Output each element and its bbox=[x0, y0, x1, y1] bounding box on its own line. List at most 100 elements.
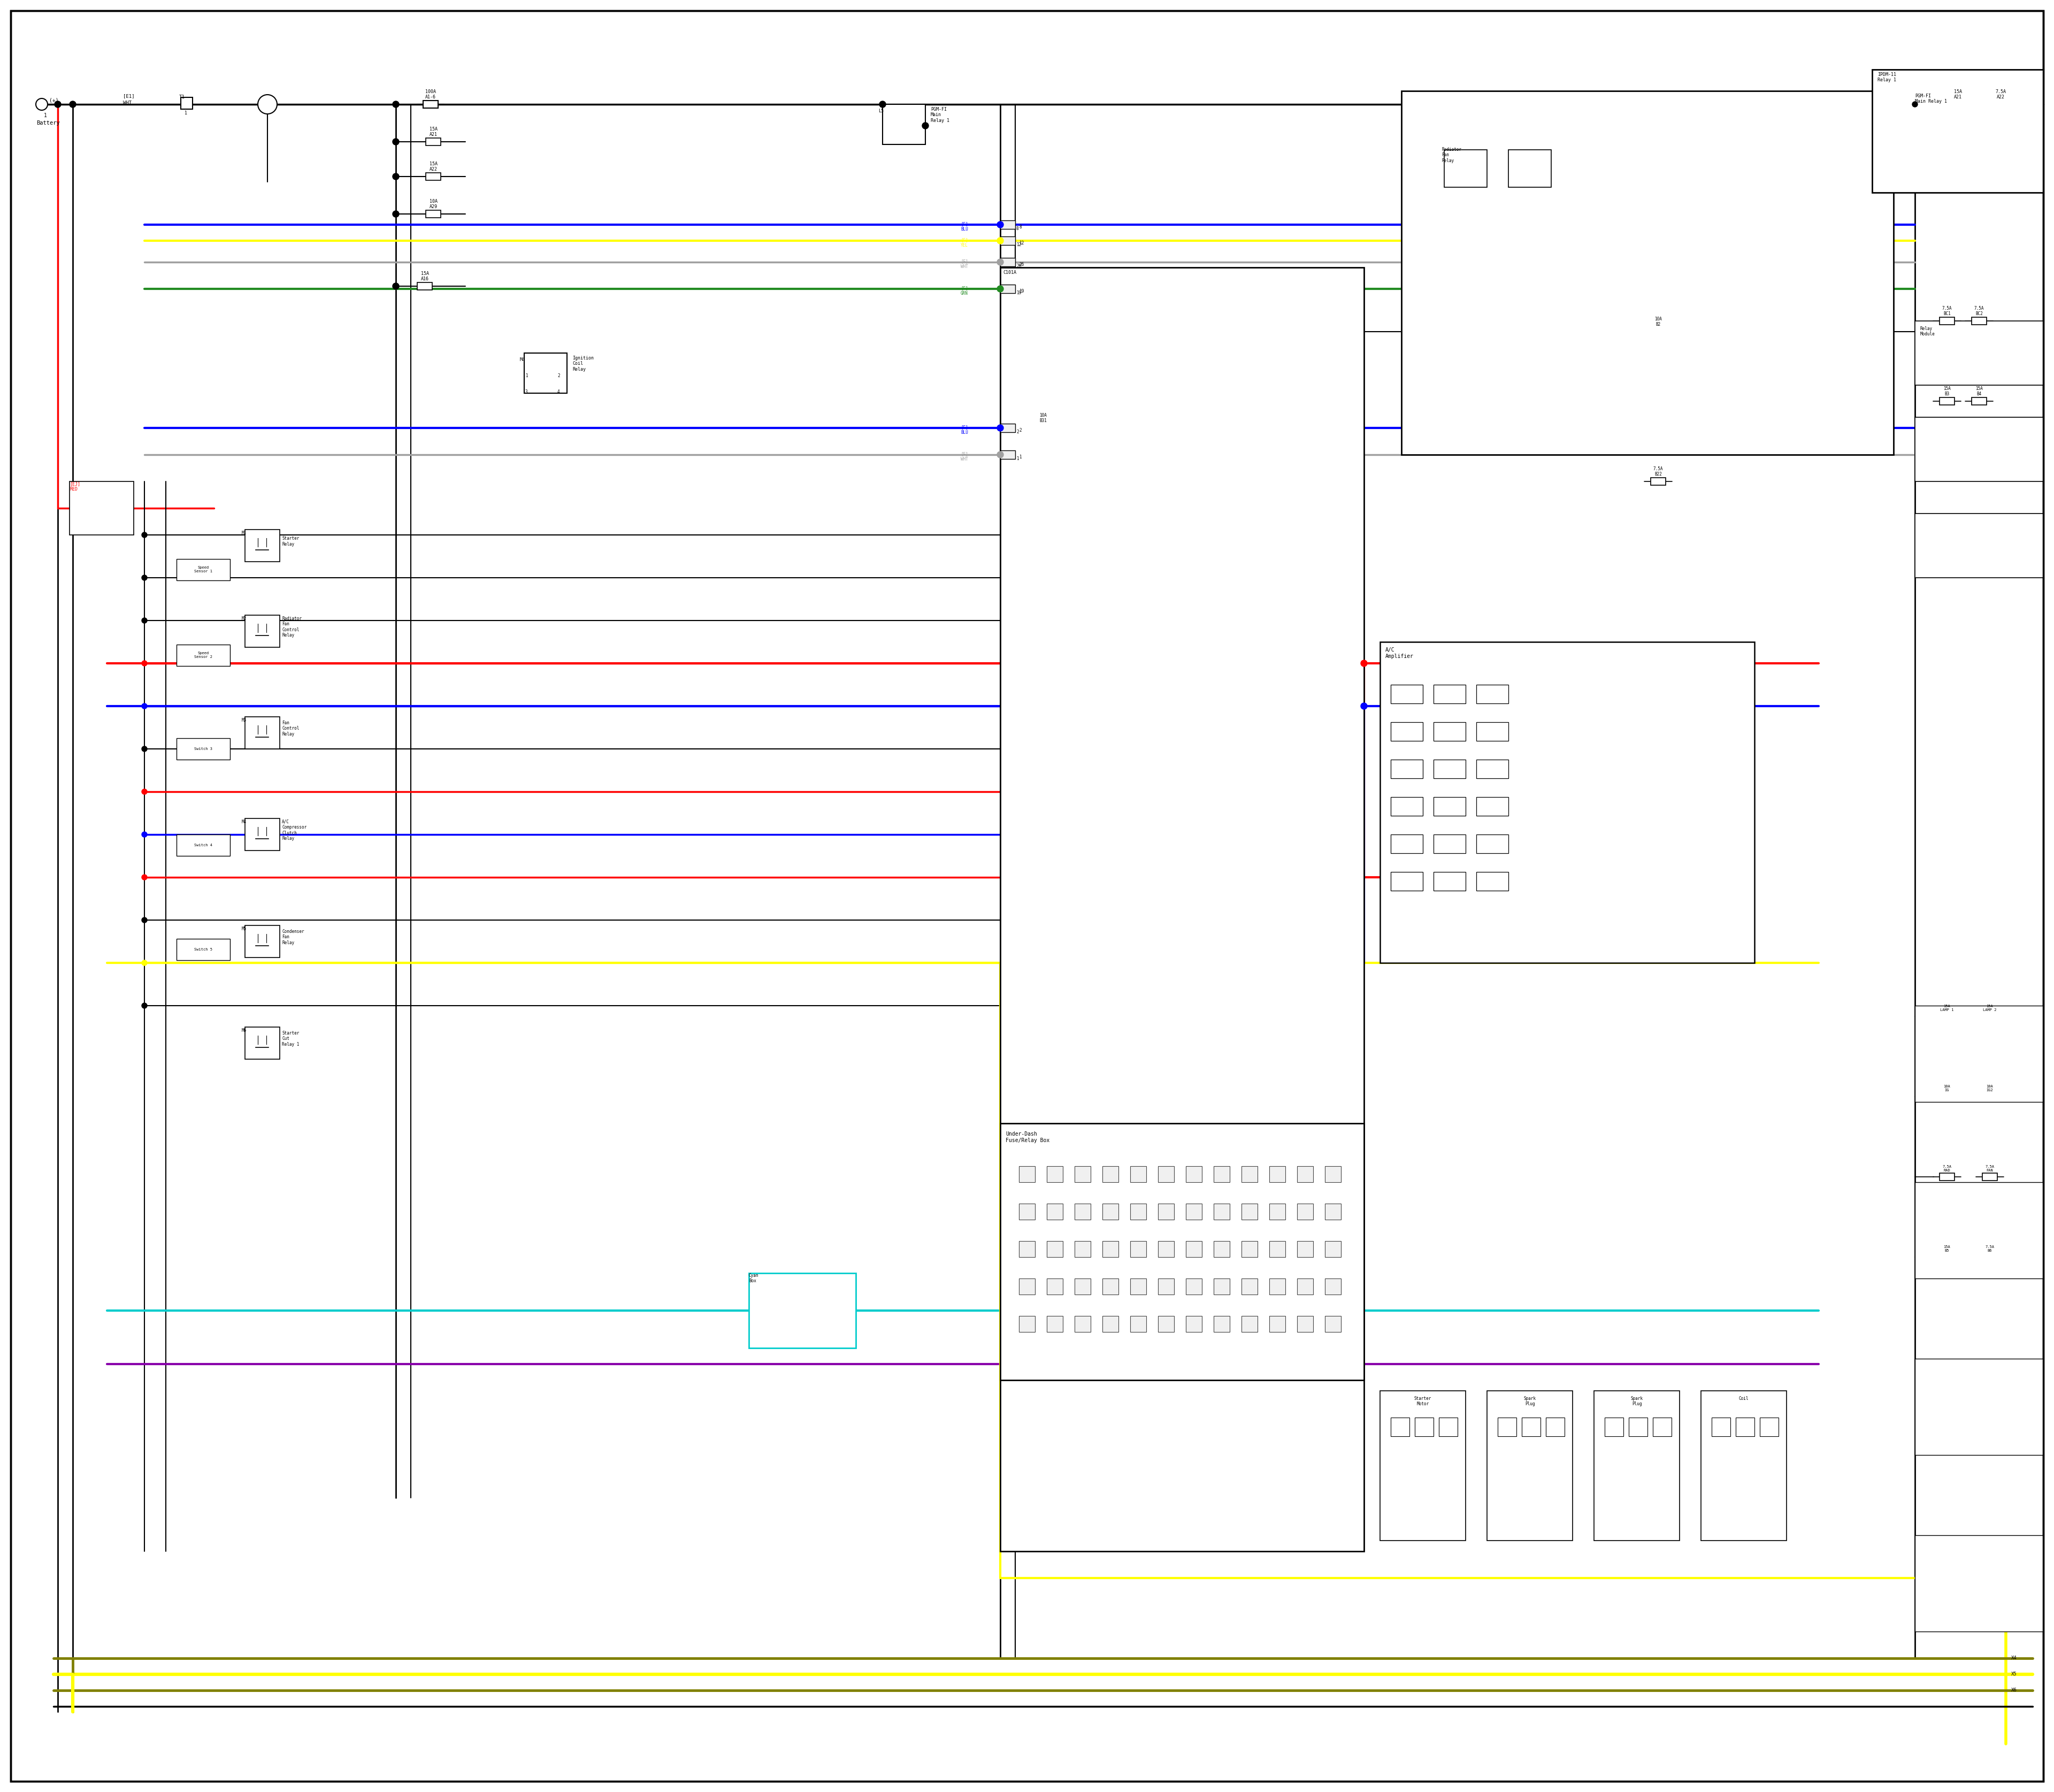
Bar bbox=[1982, 1174, 1996, 1181]
Text: X6: X6 bbox=[2011, 1688, 2017, 1692]
Bar bbox=[1019, 1204, 1035, 1220]
Bar bbox=[1914, 1358, 2044, 1455]
Bar bbox=[1298, 1315, 1313, 1331]
Bar bbox=[1972, 317, 1986, 324]
Bar bbox=[1048, 1242, 1062, 1256]
Bar bbox=[1185, 1242, 1202, 1256]
Bar bbox=[1074, 1167, 1091, 1183]
Circle shape bbox=[998, 222, 1002, 228]
Bar bbox=[177, 559, 230, 581]
Bar bbox=[177, 939, 230, 961]
Text: 12: 12 bbox=[1019, 240, 1025, 246]
Text: IPDM-11
Relay 1: IPDM-11 Relay 1 bbox=[1877, 72, 1896, 82]
Bar bbox=[1000, 1124, 1364, 1380]
Circle shape bbox=[55, 100, 62, 108]
Circle shape bbox=[392, 211, 398, 217]
Text: Spark
Plug: Spark Plug bbox=[1524, 1396, 1536, 1407]
Text: 15A
A21: 15A A21 bbox=[429, 127, 438, 136]
Bar bbox=[1325, 1315, 1341, 1331]
Text: 7.5A
RAD: 7.5A RAD bbox=[1943, 1165, 1951, 1172]
Text: 15A
A16: 15A A16 bbox=[421, 271, 429, 281]
Circle shape bbox=[142, 961, 148, 966]
Text: Cyan
Box: Cyan Box bbox=[750, 1272, 758, 1283]
Bar bbox=[1185, 1204, 1202, 1220]
Bar bbox=[1653, 1417, 1672, 1435]
Bar bbox=[1434, 873, 1467, 891]
Circle shape bbox=[392, 140, 398, 145]
Bar bbox=[1074, 1204, 1091, 1220]
Text: [E]
GRN: [E] GRN bbox=[961, 285, 967, 296]
Circle shape bbox=[1360, 659, 1368, 667]
Circle shape bbox=[392, 174, 398, 179]
Circle shape bbox=[1362, 704, 1366, 710]
Bar bbox=[1241, 1278, 1257, 1294]
Bar bbox=[244, 717, 279, 749]
Circle shape bbox=[998, 238, 1002, 244]
Bar bbox=[1103, 1278, 1119, 1294]
Bar bbox=[1939, 1174, 1955, 1181]
Text: Condenser
Fan
Relay: Condenser Fan Relay bbox=[281, 930, 304, 944]
Bar bbox=[1982, 1253, 1996, 1262]
Circle shape bbox=[998, 260, 1002, 265]
Text: 10A
IG2: 10A IG2 bbox=[1986, 1084, 1992, 1091]
Bar bbox=[1391, 873, 1423, 891]
Bar bbox=[1185, 1167, 1202, 1183]
Text: 7.5A
BC1: 7.5A BC1 bbox=[1943, 306, 1951, 315]
Text: 1: 1 bbox=[1019, 455, 1021, 459]
Text: [E]
BLU: [E] BLU bbox=[961, 222, 967, 231]
Bar bbox=[1914, 1536, 2044, 1631]
Bar bbox=[1214, 1204, 1230, 1220]
Text: Speed
Sensor 2: Speed Sensor 2 bbox=[195, 652, 212, 659]
Bar bbox=[1048, 1167, 1062, 1183]
Text: [E]
WHT: [E] WHT bbox=[961, 258, 967, 269]
Bar bbox=[1000, 237, 1015, 246]
Text: 1: 1 bbox=[43, 113, 47, 118]
Bar bbox=[1298, 1167, 1313, 1183]
Text: 8: 8 bbox=[1019, 224, 1021, 229]
Bar bbox=[1949, 100, 1966, 108]
Bar bbox=[1048, 1278, 1062, 1294]
Bar bbox=[1939, 1253, 1955, 1262]
Circle shape bbox=[392, 283, 398, 289]
Bar bbox=[1130, 1204, 1146, 1220]
Bar bbox=[1508, 151, 1551, 186]
Text: 10A
A29: 10A A29 bbox=[429, 199, 438, 210]
Bar bbox=[1391, 722, 1423, 740]
Bar bbox=[1130, 1278, 1146, 1294]
Text: Under-Dash
Fuse/Relay Box: Under-Dash Fuse/Relay Box bbox=[1006, 1131, 1050, 1143]
Text: PGM-FI
Main
Relay 1: PGM-FI Main Relay 1 bbox=[930, 108, 949, 124]
Circle shape bbox=[142, 1004, 148, 1009]
Bar bbox=[1325, 1242, 1341, 1256]
Text: 19: 19 bbox=[1019, 289, 1025, 294]
Circle shape bbox=[996, 285, 1004, 292]
Text: M3: M3 bbox=[242, 719, 246, 722]
Circle shape bbox=[142, 575, 148, 581]
Circle shape bbox=[996, 222, 1004, 228]
Text: Switch 3: Switch 3 bbox=[195, 747, 212, 751]
Text: 26: 26 bbox=[1017, 263, 1021, 269]
Bar bbox=[750, 1272, 857, 1348]
Text: 7.5A
B6: 7.5A B6 bbox=[1986, 1245, 1994, 1253]
Bar bbox=[1651, 328, 1666, 335]
Bar bbox=[1241, 1167, 1257, 1183]
Bar bbox=[1298, 1278, 1313, 1294]
Text: PGM-FI
Main Relay 1: PGM-FI Main Relay 1 bbox=[1914, 93, 1947, 104]
Bar bbox=[1241, 1242, 1257, 1256]
Bar bbox=[1914, 1005, 2044, 1102]
Bar bbox=[1477, 797, 1508, 815]
Text: L5: L5 bbox=[879, 109, 883, 113]
Bar bbox=[244, 615, 279, 647]
Bar bbox=[1914, 1183, 2044, 1278]
Circle shape bbox=[142, 831, 148, 837]
Bar bbox=[1760, 1417, 1779, 1435]
Circle shape bbox=[996, 425, 1004, 432]
Circle shape bbox=[142, 745, 148, 751]
Circle shape bbox=[998, 425, 1002, 430]
Bar bbox=[181, 97, 193, 109]
Bar bbox=[1380, 1391, 1467, 1541]
Text: 15A
A21: 15A A21 bbox=[1953, 90, 1962, 100]
Bar bbox=[244, 819, 279, 851]
Bar bbox=[1444, 151, 1487, 186]
Bar bbox=[1914, 91, 2044, 134]
Bar bbox=[1130, 1167, 1146, 1183]
